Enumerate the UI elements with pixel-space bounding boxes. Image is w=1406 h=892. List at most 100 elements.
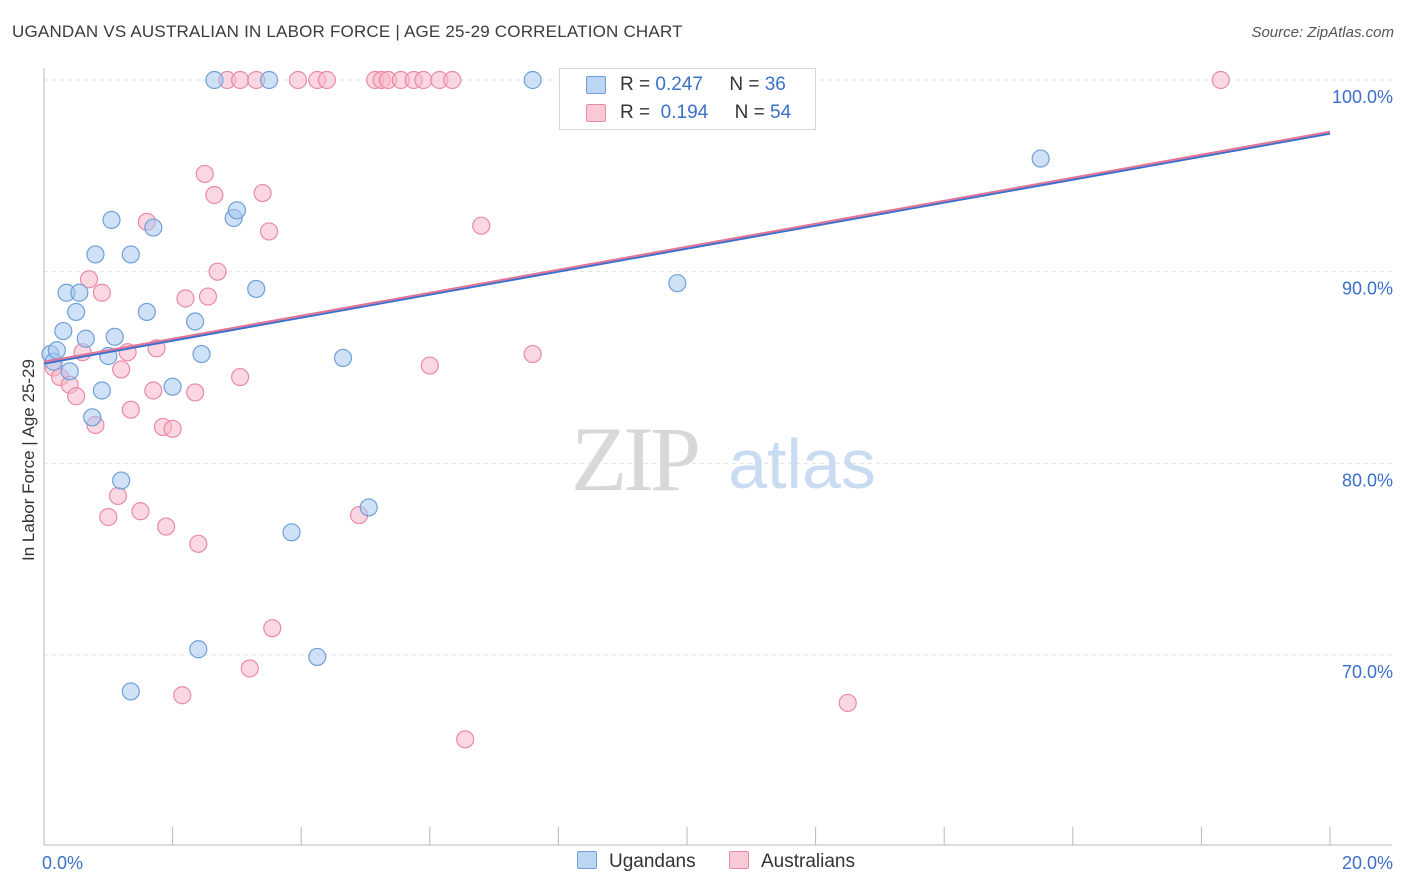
legend-text-ugandans: R = 0.247 N = 36 xyxy=(620,74,786,96)
n-label: N = xyxy=(734,102,765,123)
n-value: 36 xyxy=(764,74,786,95)
point-australians xyxy=(176,289,195,308)
point-ugandans xyxy=(668,274,687,293)
y-tick-label: 90.0% xyxy=(1342,279,1393,299)
point-ugandans xyxy=(47,341,66,360)
point-australians xyxy=(131,502,150,521)
series-legend: Ugandans Australians xyxy=(0,851,1406,879)
n-value: 54 xyxy=(770,102,792,123)
point-ugandans xyxy=(523,70,542,90)
point-australians xyxy=(205,185,224,205)
point-australians xyxy=(99,507,118,527)
point-australians xyxy=(263,619,282,638)
point-australians xyxy=(108,486,128,506)
trend-line-australians xyxy=(43,130,1331,363)
legend-text-australians: R = 0.194 N = 54 xyxy=(620,102,791,124)
point-australians xyxy=(67,387,86,406)
point-australians xyxy=(288,70,308,90)
point-australians xyxy=(121,400,140,419)
point-australians xyxy=(231,367,250,387)
trend-lines xyxy=(43,130,1331,365)
legend-label-ugandans: Ugandans xyxy=(609,851,696,872)
point-australians xyxy=(79,270,99,289)
point-ugandans xyxy=(112,471,131,490)
point-australians xyxy=(1211,70,1230,90)
point-ugandans xyxy=(86,245,105,264)
point-ugandans xyxy=(70,283,89,302)
point-ugandans xyxy=(144,218,163,237)
point-ugandans xyxy=(76,329,95,348)
stats-legend: R = 0.247 N = 36 R = 0.194 N = 54 xyxy=(559,68,816,130)
legend-swatch-australians xyxy=(586,104,606,122)
point-australians xyxy=(157,517,176,536)
point-australians xyxy=(414,70,433,90)
point-australians xyxy=(208,262,227,281)
watermark-atlas: atlas xyxy=(728,425,876,503)
axes xyxy=(43,68,1392,846)
point-ugandans xyxy=(102,210,121,230)
series-australians xyxy=(44,70,1230,749)
point-australians xyxy=(523,344,542,364)
chart-title: UGANDAN VS AUSTRALIAN IN LABOR FORCE | A… xyxy=(12,22,683,41)
r-value: 0.247 xyxy=(655,74,703,95)
tick-labels: 70.0% 80.0% 90.0% 100.0% 0.0% 20.0% xyxy=(42,87,1393,873)
point-ugandans xyxy=(282,523,301,542)
point-australians xyxy=(198,287,218,306)
point-ugandans xyxy=(54,321,73,341)
r-label: R = xyxy=(620,74,651,95)
point-australians xyxy=(92,283,111,302)
point-australians xyxy=(472,216,491,235)
point-ugandans xyxy=(60,362,79,381)
y-tick-label: 70.0% xyxy=(1342,662,1393,682)
point-ugandans xyxy=(186,312,205,331)
point-ugandans xyxy=(227,201,246,220)
point-australians xyxy=(186,383,205,402)
point-ugandans xyxy=(121,682,140,701)
point-ugandans xyxy=(205,70,224,90)
point-australians xyxy=(240,659,259,678)
y-tick-label: 100.0% xyxy=(1332,87,1393,107)
point-australians xyxy=(259,222,279,241)
legend-item-ugandans[interactable]: Ugandans xyxy=(577,851,696,873)
legend-item-australians[interactable]: Australians xyxy=(729,851,855,873)
r-value: 0.194 xyxy=(660,102,709,123)
point-ugandans xyxy=(121,245,140,264)
point-ugandans xyxy=(67,302,86,322)
legend-label-australians: Australians xyxy=(761,851,855,872)
x-tick-label: 20.0% xyxy=(1342,853,1393,873)
r-label: R = xyxy=(620,102,651,123)
gridlines xyxy=(44,79,1392,656)
point-australians xyxy=(443,70,462,90)
point-australians xyxy=(144,381,163,400)
legend-swatch-ugandans xyxy=(577,851,597,869)
point-australians xyxy=(163,419,182,438)
point-australians xyxy=(112,360,131,379)
trend-line-ugandans xyxy=(43,132,1331,365)
point-ugandans xyxy=(83,408,102,427)
point-ugandans xyxy=(308,647,327,667)
legend-swatch-ugandans xyxy=(586,76,606,94)
point-ugandans xyxy=(105,327,124,346)
point-ugandans xyxy=(189,640,208,659)
point-ugandans xyxy=(1031,149,1050,168)
point-ugandans xyxy=(192,344,211,364)
series-ugandans xyxy=(41,70,1050,701)
n-label: N = xyxy=(729,74,760,95)
point-australians xyxy=(231,70,250,90)
point-australians xyxy=(317,70,337,90)
watermark-zip: ZIP xyxy=(571,408,698,510)
legend-swatch-australians xyxy=(729,851,749,869)
x-tick-label: 0.0% xyxy=(42,853,83,873)
point-australians xyxy=(456,730,475,749)
point-australians xyxy=(195,164,214,184)
point-ugandans xyxy=(333,348,353,368)
point-australians xyxy=(173,686,192,705)
point-australians xyxy=(189,534,208,553)
point-australians xyxy=(838,693,857,713)
point-ugandans xyxy=(163,377,182,396)
point-ugandans xyxy=(259,70,279,90)
point-ugandans xyxy=(247,279,266,299)
source-label: Source: ZipAtlas.com xyxy=(1251,24,1394,41)
point-ugandans xyxy=(359,498,378,517)
